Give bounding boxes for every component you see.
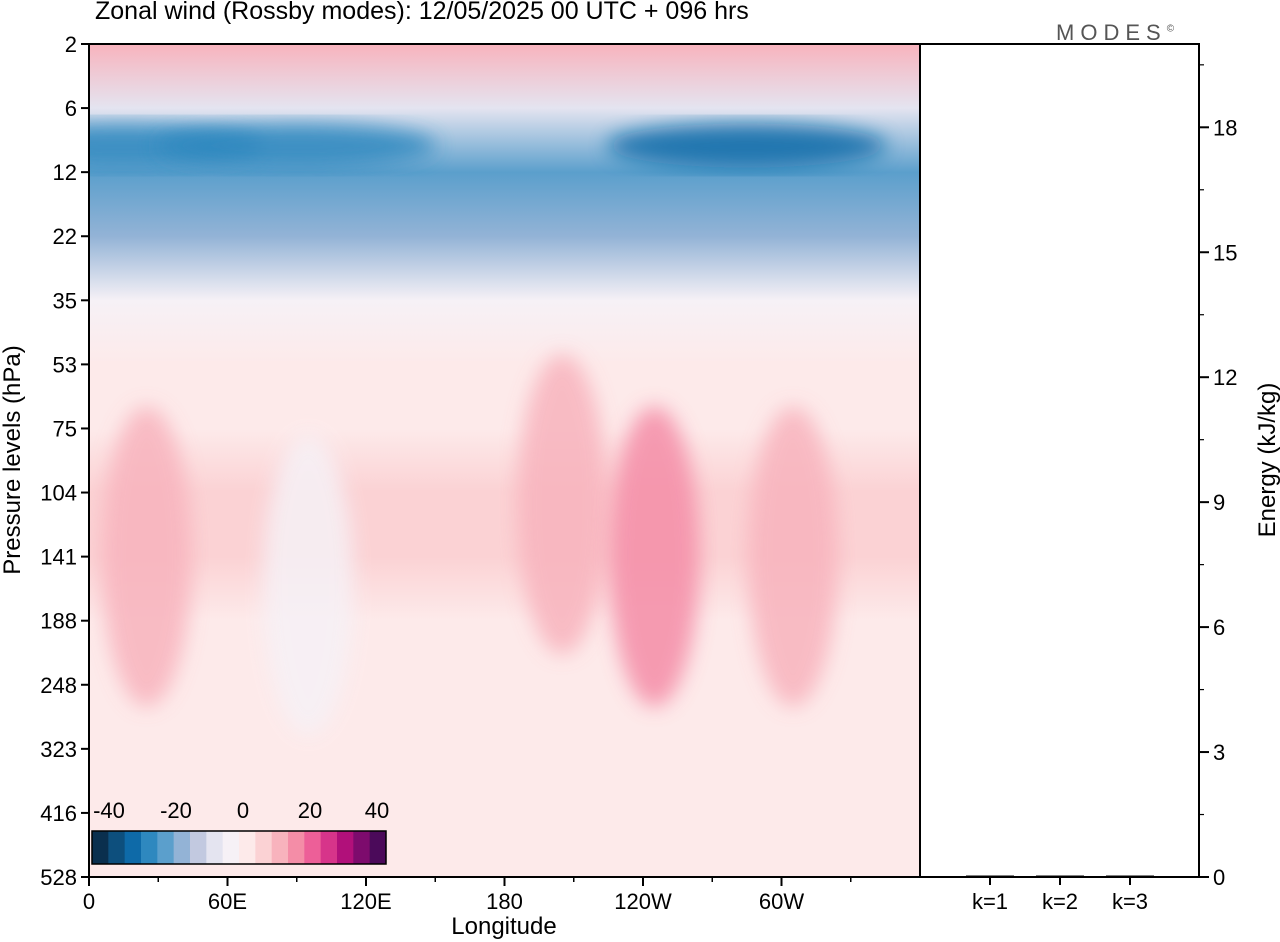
x-tick-label: 0: [83, 889, 95, 914]
colorbar-tick-label: 0: [237, 798, 249, 823]
energy-category-label: k=3: [1112, 889, 1148, 914]
heatmap-field: [89, 44, 920, 877]
x-axis-label: Longitude: [451, 913, 556, 940]
wind-feature-5: [748, 406, 839, 707]
wind-feature-7: [156, 123, 437, 168]
y-tick-label: 528: [40, 865, 77, 890]
energy-bar: [1106, 875, 1154, 877]
energy-tick-label: 3: [1213, 740, 1225, 765]
colorbar-swatch: [239, 831, 256, 864]
y-tick-label: 248: [40, 673, 77, 698]
colorbar-swatch: [304, 831, 322, 864]
energy-category-label: k=2: [1042, 889, 1078, 914]
colorbar-swatch: [108, 831, 126, 864]
colorbar-swatch: [190, 831, 207, 864]
wind-feature-4: [609, 406, 700, 707]
y-tick-label: 22: [53, 224, 77, 249]
y-tick-label: 75: [53, 416, 77, 441]
pressure-axis: 2 6 12 22 35 53 75 104 141 188 248 323 416 528: [40, 32, 89, 890]
colorbar-swatch: [157, 831, 175, 864]
y-tick-label: 416: [40, 801, 77, 826]
energy-category-label: k=1: [972, 889, 1008, 914]
logo-text: MODES: [1056, 20, 1167, 45]
x-tick-label: 120W: [614, 889, 672, 914]
energy-axis: 0 3 6 9 12 15 18: [1199, 64, 1237, 890]
colorbar-swatch: [288, 831, 305, 864]
colorbar-swatch: [320, 831, 338, 864]
energy-tick-label: 0: [1213, 865, 1225, 890]
energy-tick-label: 12: [1213, 365, 1237, 390]
colorbar-swatch: [337, 831, 354, 864]
y-tick-label: 53: [53, 352, 77, 377]
y-tick-label: 2: [65, 32, 77, 57]
colorbar-tick-label: -40: [93, 798, 125, 823]
wind-feature-1: [101, 406, 192, 707]
energy-tick-label: 9: [1213, 490, 1225, 515]
y-tick-label: 12: [53, 160, 77, 185]
colorbar-swatch: [222, 831, 240, 864]
logo-mark: ©: [1166, 23, 1175, 35]
colorbar-swatch: [206, 831, 224, 864]
x-tick-label: 60W: [759, 889, 804, 914]
longitude-axis: 0 60E 120E 180 120W 60W: [83, 877, 852, 914]
colorbar-frame: [91, 830, 387, 865]
colorbar-swatch: [369, 831, 387, 864]
energy-axis-label: Energy (kJ/kg): [1254, 383, 1280, 538]
wind-feature-8: [606, 123, 887, 168]
colorbar-swatch: [141, 831, 158, 864]
energy-bar: [966, 875, 1014, 877]
colorbar-swatch: [271, 831, 289, 864]
y-tick-label: 323: [40, 737, 77, 762]
colorbar-swatch: [92, 831, 109, 864]
colorbar-swatch: [124, 831, 142, 864]
energy-panel-frame: [919, 43, 1200, 878]
chart-title: Zonal wind (Rossby modes): 12/05/2025 00…: [95, 0, 749, 25]
y-tick-label: 6: [65, 96, 77, 121]
x-tick-label: 120E: [340, 889, 391, 914]
y-tick-label: 35: [53, 288, 77, 313]
colorbar-tick-label: 40: [365, 798, 389, 823]
energy-bars: k=1 k=2 k=3: [966, 875, 1154, 914]
wind-feature-2: [263, 434, 354, 735]
x-tick-label: 60E: [208, 889, 247, 914]
wind-feature-3: [517, 354, 608, 655]
colorbar-swatch: [255, 831, 273, 864]
energy-bar: [1036, 875, 1084, 877]
modes-logo: MODES©: [1056, 20, 1174, 46]
colorbar-swatch: [173, 831, 191, 864]
colorbar-swatch: [353, 831, 371, 864]
energy-tick-label: 18: [1213, 115, 1237, 140]
x-tick-label: 180: [486, 889, 523, 914]
colorbar: -40 -20 0 20 40: [91, 798, 389, 865]
energy-tick-label: 6: [1213, 615, 1225, 640]
y-tick-label: 141: [40, 545, 77, 570]
energy-tick-label: 15: [1213, 240, 1237, 265]
y-tick-label: 188: [40, 609, 77, 634]
colorbar-tick-label: 20: [298, 798, 322, 823]
y-axis-label: Pressure levels (hPa): [0, 345, 26, 574]
y-tick-label: 104: [40, 481, 77, 506]
colorbar-tick-label: -20: [160, 798, 192, 823]
